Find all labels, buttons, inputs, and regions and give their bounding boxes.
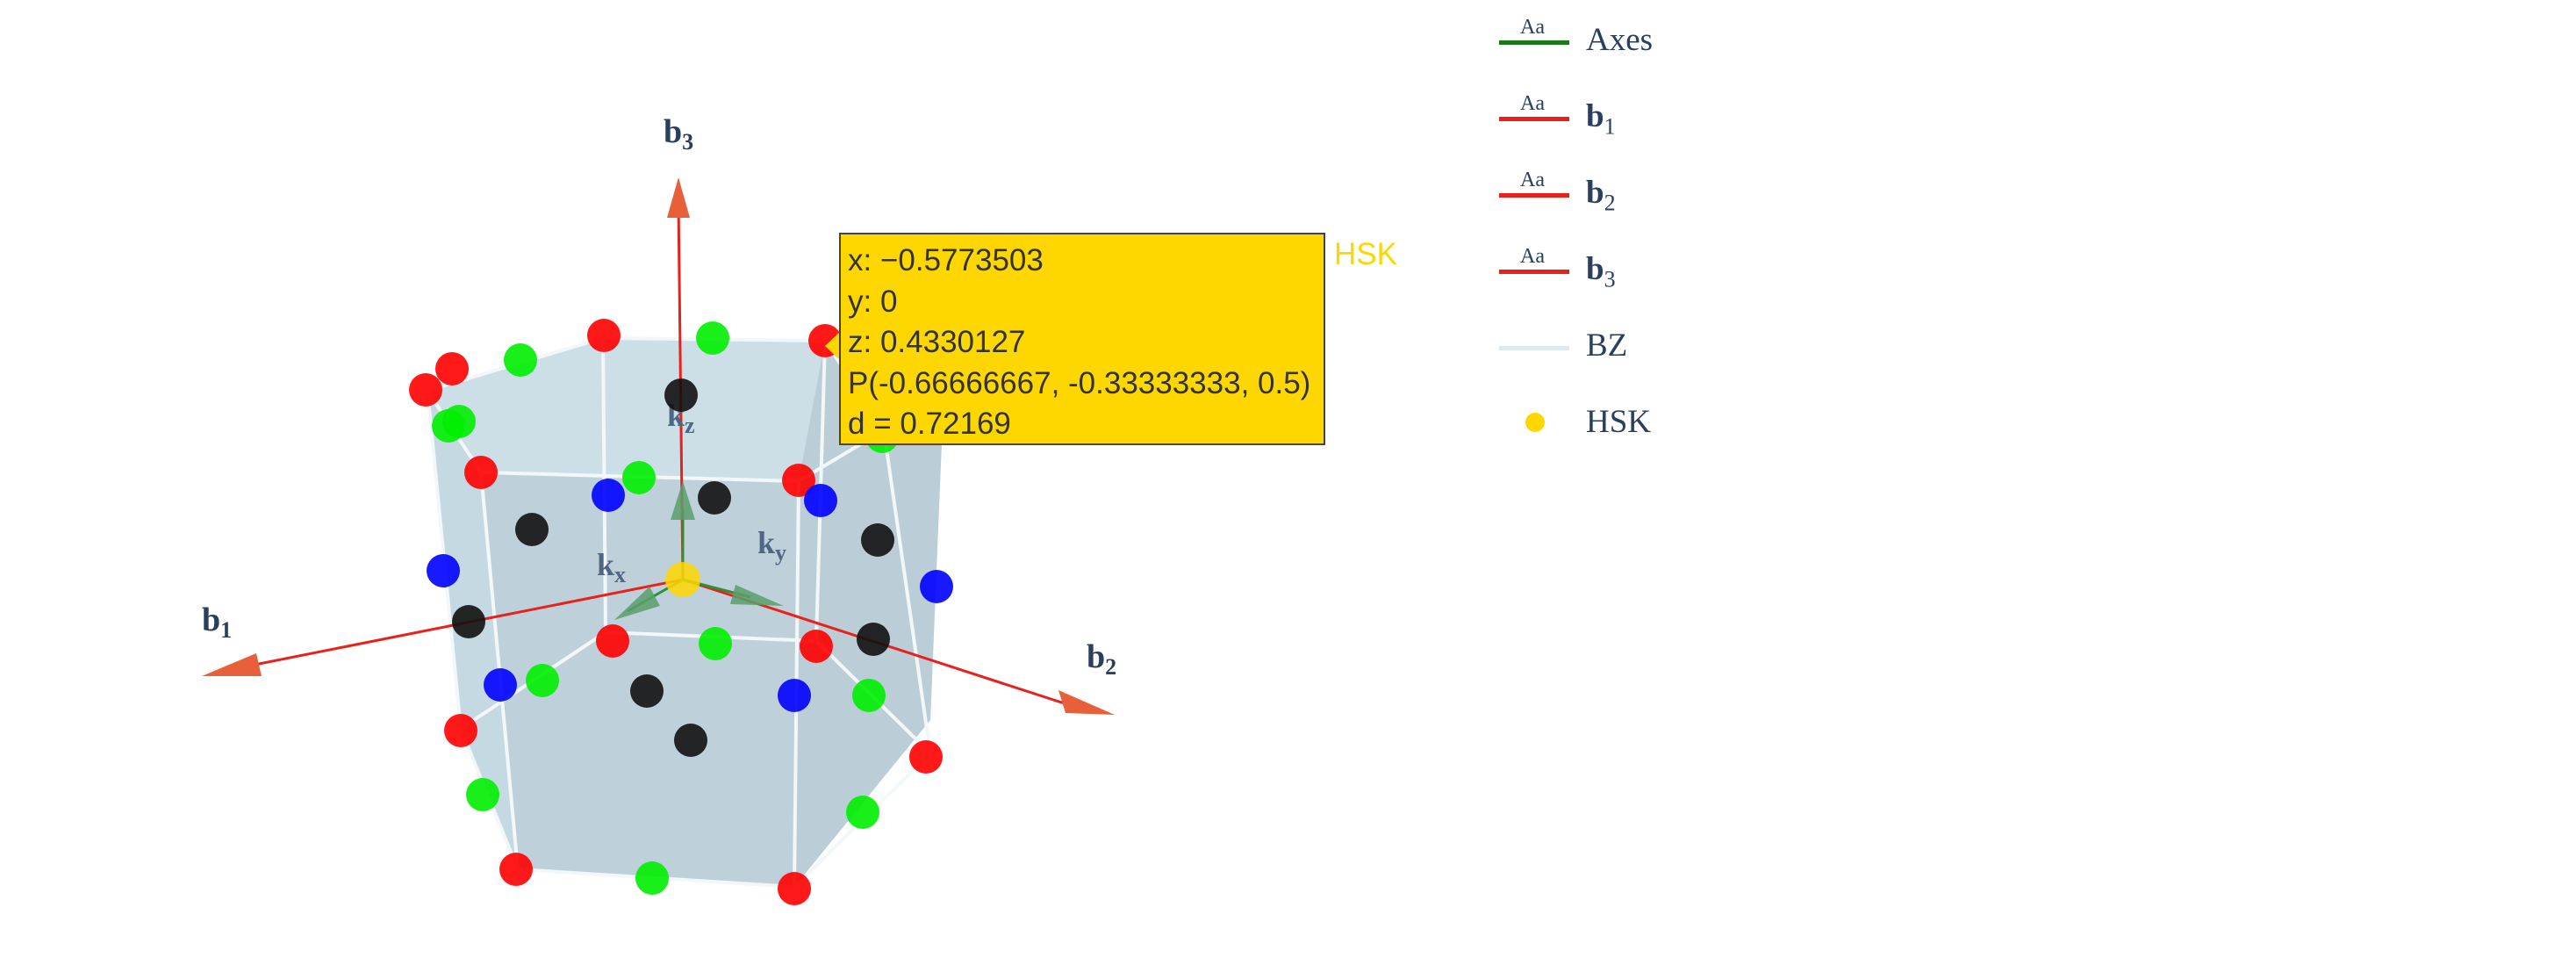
tooltip-point: P(-0.66666667, -0.33333333, 0.5) [848,365,1311,400]
k-point-marker[interactable] [778,679,811,712]
b1-label: b1 [202,601,232,643]
legend-label: b2 [1586,175,1616,216]
bz-edge [882,429,932,754]
k-point-marker[interactable] [427,554,460,587]
legend-swatch-text: Aa [1520,245,1545,268]
k-point-marker[interactable] [435,352,469,385]
k-point-marker[interactable] [857,623,890,656]
k-point-marker[interactable] [442,405,476,438]
b2-label: b2 [1087,638,1116,680]
bz-face-side-right [794,341,944,887]
legend-item-hsk[interactable]: HSK [1492,391,1755,443]
legend-item-b3[interactable]: Aa b3 [1492,238,1755,292]
k-point-marker[interactable] [909,740,943,774]
hover-tooltip: x: −0.5773503 y: 0 z: 0.4330127 P(-0.666… [839,233,1325,445]
legend-dot-icon [1525,413,1545,432]
k-point-marker[interactable] [635,861,669,895]
k-point-marker[interactable] [630,674,664,708]
kx-cone [614,587,660,620]
tooltip-pointer [825,332,840,360]
tooltip-z: z: 0.4330127 [848,325,1026,359]
k-point-marker[interactable] [596,624,629,658]
k-point-marker[interactable] [674,724,707,757]
k-point-marker[interactable] [452,605,485,638]
kx-label: kx [597,547,626,587]
k-point-marker[interactable] [665,562,700,597]
k-point-marker[interactable] [515,513,549,546]
legend-line-icon [1499,193,1569,198]
k-point-marker[interactable] [861,523,894,557]
legend-item-bz[interactable]: BZ [1492,314,1755,367]
b2-arrowhead [1058,690,1115,715]
k-point-marker[interactable] [699,627,732,660]
legend-line-icon [1499,40,1569,45]
k-point-marker[interactable] [409,373,442,407]
k-point-marker[interactable] [504,343,537,377]
k-point-marker[interactable] [920,570,953,603]
legend-swatch-text: Aa [1520,16,1545,39]
legend-swatch-text: Aa [1520,169,1545,191]
k-point-marker[interactable] [499,853,533,886]
k-point-marker[interactable] [622,461,656,494]
tooltip-y: y: 0 [848,284,898,319]
legend-line-icon [1499,346,1569,350]
legend-swatch-text: Aa [1520,92,1545,115]
k-point-marker[interactable] [778,872,811,905]
k-point-marker[interactable] [804,484,837,517]
k-point-marker[interactable] [846,796,879,829]
legend-label: BZ [1586,328,1628,364]
k-point-marker[interactable] [782,464,815,497]
b3-arrowhead [667,177,690,218]
legend-label: Axes [1586,22,1654,58]
k-point-marker[interactable] [800,630,833,663]
k-point-marker[interactable] [587,319,621,352]
legend-line-icon [1499,270,1569,274]
k-point-marker[interactable] [484,668,517,702]
high-symmetry-points[interactable] [409,319,953,905]
k-point-marker[interactable] [698,481,731,515]
k-point-marker[interactable] [664,378,698,412]
k-point-marker[interactable] [444,714,477,747]
k-point-marker[interactable] [696,321,729,355]
kz-cone [671,481,695,520]
tooltip-trace-name: HSK [1334,237,1397,271]
legend-item-axes[interactable]: Aa Axes [1492,9,1755,61]
b1-arrowhead [202,653,262,676]
b3-label: b3 [664,113,693,155]
k-point-marker[interactable] [852,679,886,712]
legend-item-b2[interactable]: Aa b2 [1492,162,1755,216]
legend-label: HSK [1586,404,1652,440]
k-point-marker[interactable] [464,456,498,489]
ky-label: ky [757,525,786,565]
tooltip-distance: d = 0.72169 [848,407,1011,441]
tooltip-x: x: −0.5773503 [848,243,1044,277]
k-point-marker[interactable] [466,778,499,811]
k-point-marker[interactable] [526,664,559,697]
legend-label: b3 [1586,251,1616,292]
legend-item-b1[interactable]: Aa b1 [1492,85,1755,140]
cartesian-axes [614,481,784,620]
legend-label: b1 [1586,98,1616,140]
ky-cone [730,585,784,606]
legend-line-icon [1499,117,1569,121]
k-point-marker[interactable] [592,479,625,512]
